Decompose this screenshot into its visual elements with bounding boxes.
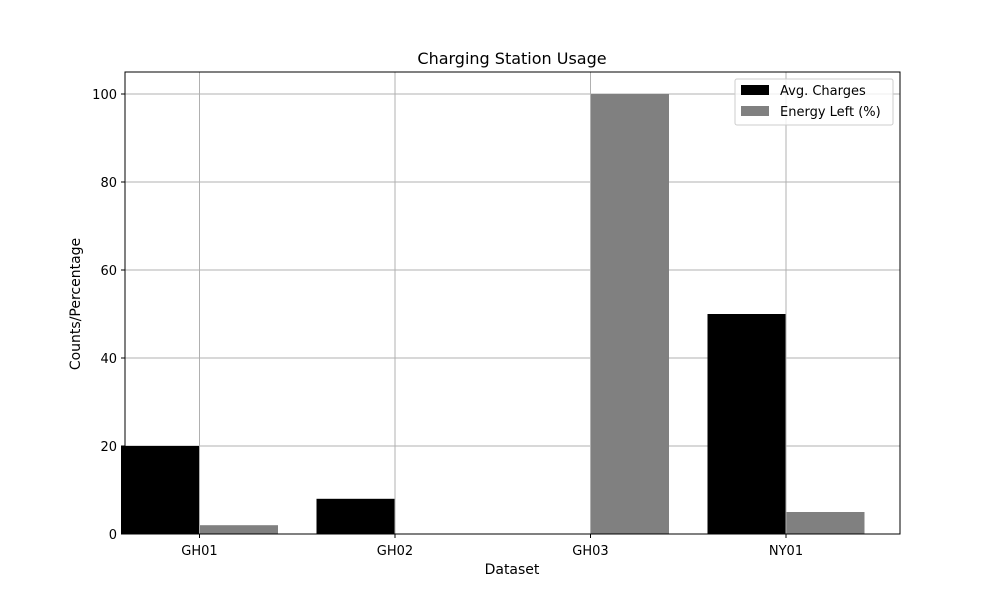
legend: Avg. Charges Energy Left (%) — [734, 78, 894, 126]
bar-avg-charges-gh01 — [121, 446, 200, 534]
bar-energy-left-ny01 — [786, 512, 865, 534]
x-axis-ticks: GH01 GH02 GH03 NY01 — [181, 534, 803, 559]
y-tick-label: 100 — [92, 88, 117, 103]
x-tick-label: GH01 — [181, 544, 217, 559]
bars — [121, 94, 865, 534]
plot-frame — [124, 71, 901, 535]
x-tick-label: GH03 — [572, 544, 608, 559]
y-axis-label: Counts/Percentage — [68, 238, 84, 370]
chart-title: Charging Station Usage — [417, 49, 606, 68]
vertical-grid-lines — [199, 72, 787, 534]
y-axis-ticks: 0 20 40 60 80 100 — [92, 88, 125, 543]
y-tick-label: 0 — [109, 528, 117, 543]
y-tick-label: 60 — [100, 264, 117, 279]
bar-energy-left-gh03 — [590, 94, 669, 534]
legend-swatch-avg-charges — [741, 85, 769, 95]
bar-avg-charges-ny01 — [707, 314, 786, 534]
x-axis-label: Dataset — [485, 562, 540, 578]
x-tick-label: GH02 — [377, 544, 413, 559]
legend-label-avg-charges: Avg. Charges — [780, 84, 866, 99]
y-tick-label: 20 — [100, 440, 117, 455]
x-tick-label: NY01 — [769, 544, 803, 559]
bar-energy-left-gh01 — [199, 525, 278, 534]
y-tick-label: 80 — [100, 176, 117, 191]
legend-box — [734, 78, 894, 126]
y-tick-label: 40 — [100, 352, 117, 367]
legend-label-energy-left: Energy Left (%) — [780, 105, 881, 120]
bar-avg-charges-gh02 — [316, 498, 395, 534]
legend-swatch-energy-left — [741, 106, 769, 116]
